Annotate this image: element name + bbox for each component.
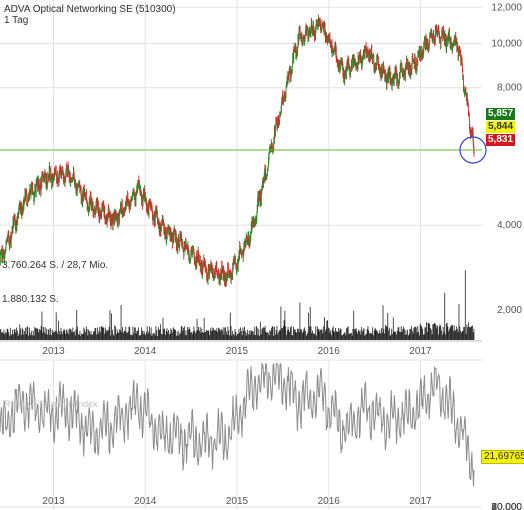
chart-interval: 1 Tag [4, 15, 29, 26]
volume-max-label: 3.760.264 S. / 28,7 Mio. [2, 260, 109, 271]
rsi-x-tick-label-2016: 2016 [318, 496, 341, 507]
rsi-y-tick-60,000: 60,000 [491, 502, 522, 510]
rsi-y-tick-40,000: 40,000 [491, 502, 522, 510]
low-price-badge: 5,831 [486, 134, 516, 146]
x-tick-label-2013: 2013 [42, 346, 65, 357]
rsi-line [0, 362, 475, 487]
price-y-tick-10,000: 10,000 [491, 38, 522, 49]
rsi-y-tick-70,000: 70,000 [491, 502, 522, 510]
price-y-tick-8,000: 8,000 [497, 83, 522, 94]
rsi-last-badge: 21,69765 [481, 450, 524, 464]
volume-mid-label: 1.880.132 S. [2, 294, 59, 305]
high-price-badge: 5,857 [486, 108, 516, 120]
rsi-title: Relative Strength Index [4, 399, 98, 409]
price-y-tick-4,000: 4,000 [497, 220, 522, 231]
rsi-x-tick-label-2015: 2015 [226, 496, 249, 507]
last-price-badge: 5,844 [486, 121, 516, 133]
rsi-y-tick-10,000: 10,000 [491, 502, 522, 510]
rsi-y-tick-20,000: 20,000 [491, 502, 522, 510]
rsi-y-tick-50,000: 50,000 [491, 502, 522, 510]
rsi-series-line [0, 362, 475, 487]
volume-y-tick-2,000: 2,000 [497, 305, 522, 316]
x-tick-label-2016: 2016 [318, 346, 341, 357]
x-tick-label-2017: 2017 [409, 346, 432, 357]
chart-title: ADVA Optical Networking SE (510300) [4, 4, 176, 15]
grid-lines [0, 0, 482, 510]
axis-labels: 2013 2013 2014 2014 2015 2015 2016 2016 2017 2017… [42, 2, 522, 510]
price-candles [0, 14, 475, 288]
last-price-circle [459, 136, 487, 164]
x-tick-label-2014: 2014 [134, 346, 157, 357]
rsi-x-tick-label-2014: 2014 [134, 496, 157, 507]
rsi-y-tick-30,000: 30,000 [491, 502, 522, 510]
x-tick-label-2015: 2015 [226, 346, 249, 357]
price-y-tick-12,000: 12,000 [491, 2, 522, 13]
rsi-y-tick-80,000: 80,000 [491, 502, 522, 510]
rsi-x-tick-label-2017: 2017 [409, 496, 432, 507]
volume-bars [0, 270, 475, 340]
rsi-x-tick-label-2013: 2013 [42, 496, 65, 507]
